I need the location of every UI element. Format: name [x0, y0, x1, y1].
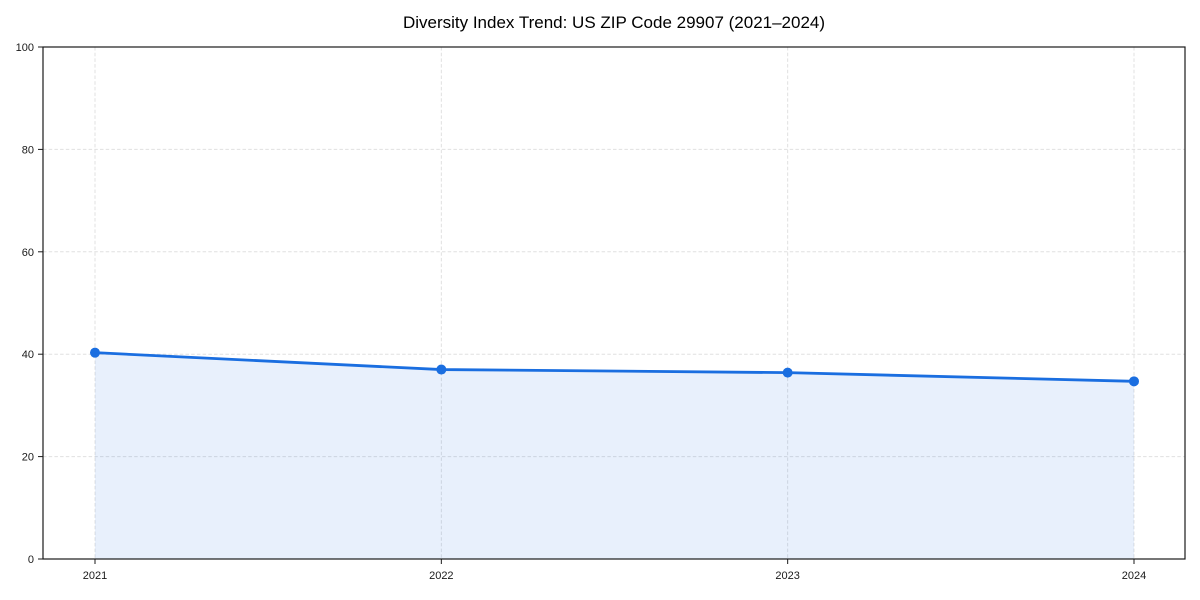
- y-tick-label-0: 0: [28, 554, 34, 566]
- data-point-2024: [1129, 376, 1139, 387]
- plot-frame: [42, 46, 1186, 560]
- x-tick-label-2024: 2024: [1122, 570, 1146, 582]
- y-tick-label-60: 60: [22, 247, 34, 259]
- y-tick-label-100: 100: [16, 42, 34, 54]
- x-tick-label-2022: 2022: [429, 570, 453, 582]
- y-tick-label-20: 20: [22, 452, 34, 464]
- data-point-2021: [90, 347, 100, 358]
- trend-line: [93, 351, 1136, 383]
- data-point-2022: [436, 364, 447, 375]
- chart-title: Diversity Index Trend: US ZIP Code 29907…: [402, 13, 826, 32]
- x-tick-label-2021: 2021: [83, 570, 107, 582]
- data-point-2023: [782, 367, 793, 378]
- area-fill: [95, 352, 1134, 559]
- x-tick-label-2023: 2023: [775, 570, 799, 582]
- y-tick-label-40: 40: [22, 349, 34, 361]
- y-tick-label-80: 80: [22, 144, 34, 156]
